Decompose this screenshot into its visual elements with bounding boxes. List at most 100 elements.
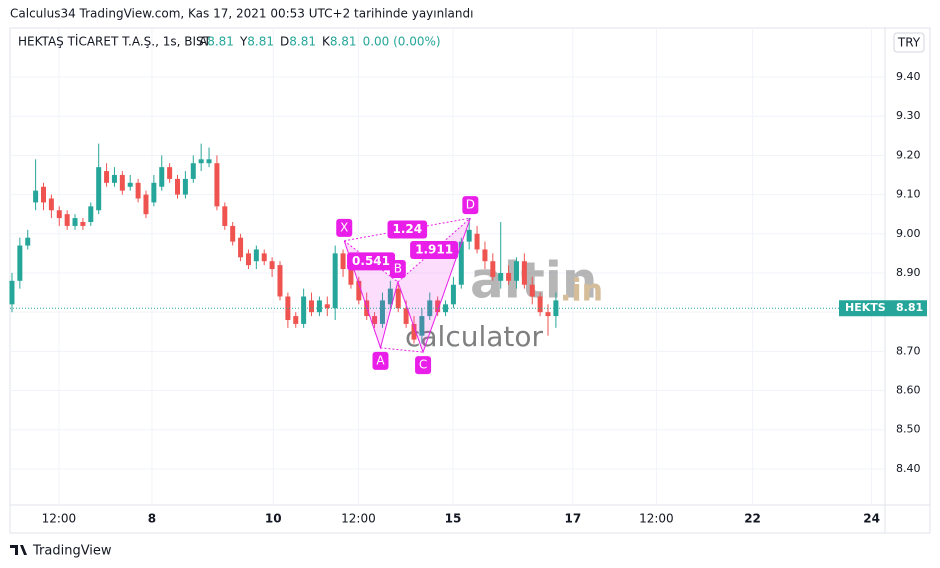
ohlc-value: 8.81	[289, 35, 316, 49]
candle-body	[245, 253, 251, 266]
pattern-point-label: B	[394, 261, 402, 275]
candle-body	[143, 194, 149, 215]
x-tick-label: 12:00	[639, 512, 674, 526]
pattern-point-box	[415, 356, 432, 375]
ohlc-change: 0.00 (0.00%)	[363, 35, 441, 49]
candle-body	[167, 167, 173, 179]
axes: 8.408.508.608.708.808.909.009.109.209.30…	[10, 70, 927, 526]
candle-body	[104, 171, 110, 183]
candle-body	[9, 280, 15, 305]
candle-body	[80, 222, 86, 226]
candle-body	[332, 253, 338, 309]
candle-body	[293, 316, 299, 324]
last-price-value: 8.81	[896, 301, 923, 314]
x-tick-label: 17	[564, 512, 581, 526]
candle-body	[96, 167, 102, 211]
candle-body	[64, 214, 70, 226]
candle-body	[127, 182, 133, 187]
candle-body	[387, 288, 393, 305]
x-tick-label: 10	[265, 512, 282, 526]
candle-body	[450, 284, 456, 305]
candle-body	[513, 261, 519, 281]
candle-body	[403, 308, 409, 324]
candle-body	[72, 218, 78, 226]
candle-body	[159, 167, 165, 187]
candle-body	[277, 265, 283, 297]
ohlc-value: 8.81	[330, 35, 357, 49]
logo-icon	[10, 545, 27, 555]
pattern-point-box	[372, 351, 389, 370]
candle-body	[301, 296, 307, 324]
candle-body	[135, 182, 141, 199]
x-tick-label: 15	[445, 512, 462, 526]
candle-body	[482, 249, 488, 262]
ohlc-label: A	[199, 35, 208, 49]
y-tick-label: 9.30	[896, 109, 921, 122]
y-tick-label: 8.60	[896, 384, 921, 397]
y-tick-label: 9.10	[896, 188, 921, 201]
candle-body	[395, 288, 401, 309]
published-note: Calculus34 TradingView.com, Kas 17, 2021…	[10, 7, 473, 21]
candle-body	[466, 229, 472, 242]
candle-body	[190, 163, 196, 179]
watermark-tld: .in	[560, 274, 603, 309]
ohlc-value: 8.81	[247, 35, 274, 49]
candle-body	[537, 296, 543, 313]
candle-body	[356, 280, 362, 301]
candle-body	[506, 272, 512, 281]
watermark-brand: altin	[470, 252, 598, 310]
candle-body	[33, 190, 39, 203]
candle-body	[498, 272, 504, 281]
candle-body	[222, 206, 228, 226]
grid	[10, 28, 885, 505]
candle-body	[230, 225, 236, 242]
candle-body	[474, 233, 480, 250]
candle-body	[48, 198, 54, 211]
candle-body	[151, 182, 157, 203]
pattern-point-box	[336, 218, 353, 237]
pattern-ratio-box	[387, 220, 428, 239]
symbol: HEKTAŞ TİCARET T.A.Ş., 1s, BIST	[18, 34, 212, 49]
pattern-ratio: 1.911	[415, 243, 453, 257]
x-tick-label: 12:00	[341, 512, 376, 526]
ohlc-label: Y	[239, 35, 248, 49]
harmonic-pattern: 0.541 1.24 1.911 X A B C D	[336, 196, 479, 375]
candle-body	[17, 245, 23, 281]
candle-body	[309, 300, 315, 313]
y-tick-label: 9.00	[896, 227, 921, 240]
pattern-point-box	[389, 259, 406, 278]
candle-body	[316, 300, 322, 313]
candle-body	[253, 249, 259, 262]
y-tick-label: 9.40	[896, 70, 921, 83]
candle-body	[553, 300, 559, 317]
pane-frame	[9, 27, 931, 534]
pattern-ratio: 0.541	[352, 254, 390, 268]
candle-body	[379, 300, 385, 324]
candle-body	[41, 186, 47, 203]
last-price-symbol: HEKTS	[845, 301, 886, 314]
y-tick-label: 8.90	[896, 266, 921, 279]
candle-body	[238, 237, 244, 258]
candle-body	[119, 174, 125, 191]
ohlc-label: K	[322, 35, 331, 49]
y-tick-label: 8.50	[896, 423, 921, 436]
y-tick-label: 8.70	[896, 344, 921, 357]
x-tick-label: 24	[863, 512, 880, 526]
ohlc-label: D	[280, 35, 289, 49]
candle-body	[88, 206, 94, 223]
candle-body	[419, 316, 425, 336]
candle-body	[206, 159, 212, 164]
pattern-ratio-box	[410, 241, 459, 260]
candle-body	[269, 261, 275, 270]
candle-body	[261, 253, 267, 262]
candle-body	[348, 269, 354, 285]
candle-body	[340, 253, 346, 270]
candles	[9, 143, 559, 344]
ohlc-legend: A 8.81 Y 8.81 D 8.81 K 8.81 0.00 (0.00%)	[199, 35, 441, 49]
candle-body	[25, 237, 31, 246]
pattern-point-label: A	[376, 353, 385, 367]
candle-body	[427, 300, 433, 317]
x-tick-label: 8	[148, 512, 156, 526]
